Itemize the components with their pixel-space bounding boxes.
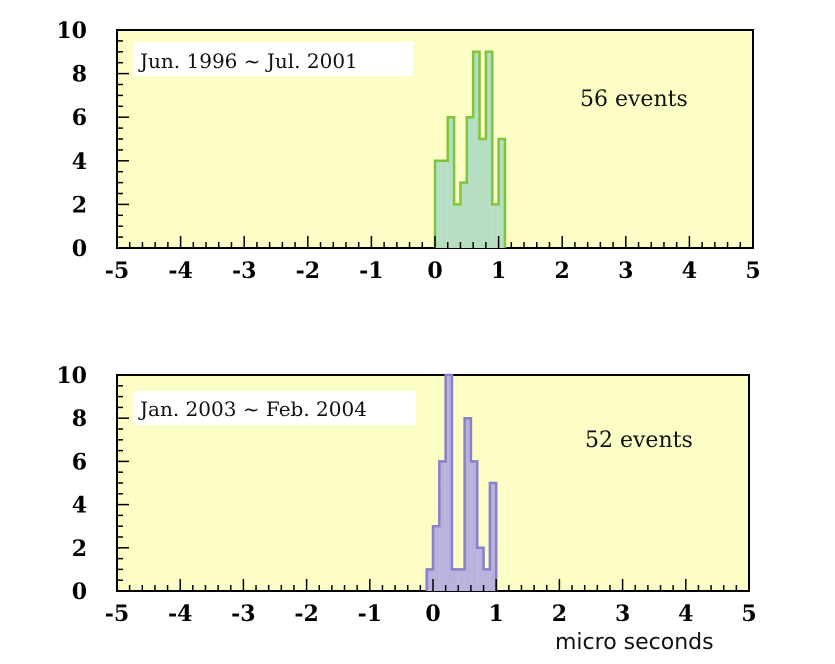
x-tick-label: 4 bbox=[678, 601, 693, 627]
x-tick-label: -4 bbox=[168, 258, 192, 284]
y-tick-label: 6 bbox=[72, 105, 87, 131]
y-tick-label: 0 bbox=[72, 579, 87, 605]
ticks-bottom: -5 -4 -3 -2 -1 0 1 2 3 4 5 0 2 4 6 8 10 bbox=[56, 363, 756, 627]
event-count-bottom: 52 events bbox=[585, 428, 693, 453]
histogram-bar bbox=[441, 160, 448, 248]
histogram-bar bbox=[447, 117, 455, 248]
histogram-bar bbox=[426, 569, 433, 591]
histogram-bar bbox=[435, 160, 442, 248]
histogram-bar bbox=[466, 117, 474, 248]
x-tick-label: 5 bbox=[745, 258, 760, 284]
y-tick-label: 6 bbox=[72, 449, 87, 475]
histogram-bar bbox=[445, 375, 452, 591]
y-tick-label: 4 bbox=[72, 149, 87, 175]
x-tick-label: -2 bbox=[296, 258, 320, 284]
histogram-bar bbox=[492, 204, 499, 248]
histogram-bar bbox=[483, 569, 490, 591]
period-label-box-top bbox=[134, 42, 413, 76]
histogram-bar bbox=[454, 204, 461, 248]
ticks-top: -5 -4 -3 -2 -1 0 1 2 3 4 5 0 2 4 6 8 10 bbox=[56, 18, 760, 284]
x-tick-label: 0 bbox=[425, 601, 440, 627]
histogram-bar bbox=[439, 461, 446, 591]
y-tick-label: 10 bbox=[56, 18, 87, 44]
y-tick-label: 8 bbox=[72, 62, 87, 88]
x-tick-label: 5 bbox=[741, 601, 756, 627]
event-count-top: 56 events bbox=[580, 87, 688, 112]
period-label-top: Jun. 1996 ~ Jul. 2001 bbox=[138, 49, 358, 73]
x-tick-label: -3 bbox=[231, 601, 255, 627]
x-tick-label: -3 bbox=[232, 258, 256, 284]
x-tick-label: -2 bbox=[294, 601, 318, 627]
y-tick-label: 4 bbox=[72, 493, 87, 519]
histogram-bar bbox=[460, 182, 467, 248]
x-tick-label: -1 bbox=[358, 601, 382, 627]
y-tick-label: 10 bbox=[56, 363, 87, 389]
x-tick-label: 1 bbox=[491, 258, 506, 284]
x-tick-label: 0 bbox=[427, 258, 442, 284]
histogram-outline bbox=[433, 50, 507, 248]
histogram-bar bbox=[470, 461, 478, 591]
histogram-bar bbox=[451, 569, 459, 591]
histogram-bar bbox=[477, 547, 484, 591]
y-tick-label: 2 bbox=[72, 192, 87, 218]
panel-bottom: -5 -4 -3 -2 -1 0 1 2 3 4 5 0 2 4 6 8 10 Jan. 2003 ~ Feb.… bbox=[56, 363, 756, 655]
x-tick-label: 2 bbox=[552, 601, 567, 627]
x-tick-label: 2 bbox=[555, 258, 570, 284]
x-tick-label: -5 bbox=[105, 601, 129, 627]
y-tick-label: 0 bbox=[72, 236, 87, 262]
histogram-bar bbox=[464, 418, 471, 591]
period-label-bottom: Jan. 2003 ~ Feb. 2004 bbox=[138, 397, 367, 421]
histogram-bar bbox=[498, 139, 505, 248]
x-tick-label: 3 bbox=[615, 601, 630, 627]
y-tick-label: 8 bbox=[72, 406, 87, 432]
x-tick-label: 4 bbox=[682, 258, 697, 284]
histogram-bar bbox=[458, 569, 465, 591]
x-tick-label: -1 bbox=[359, 258, 383, 284]
x-tick-label: 3 bbox=[618, 258, 633, 284]
x-axis-label: micro seconds bbox=[555, 630, 714, 655]
histogram-outline bbox=[425, 373, 498, 591]
x-tick-label: 1 bbox=[489, 601, 504, 627]
x-tick-label: -4 bbox=[168, 601, 192, 627]
histogram-bar bbox=[485, 51, 493, 248]
y-tick-label: 2 bbox=[72, 536, 87, 562]
panel-top: -5 -4 -3 -2 -1 0 1 2 3 4 5 0 2 4 6 8 10 Jun. 1996 ~ Jul.… bbox=[56, 18, 760, 284]
histogram-bottom bbox=[425, 373, 498, 591]
period-label-box-bottom bbox=[134, 391, 416, 425]
x-tick-label: -5 bbox=[105, 258, 129, 284]
histogram-bar bbox=[489, 483, 497, 591]
histogram-bar bbox=[433, 526, 440, 591]
histogram-bar bbox=[473, 51, 480, 248]
histogram-top bbox=[433, 50, 507, 248]
histogram-bar bbox=[479, 139, 486, 248]
